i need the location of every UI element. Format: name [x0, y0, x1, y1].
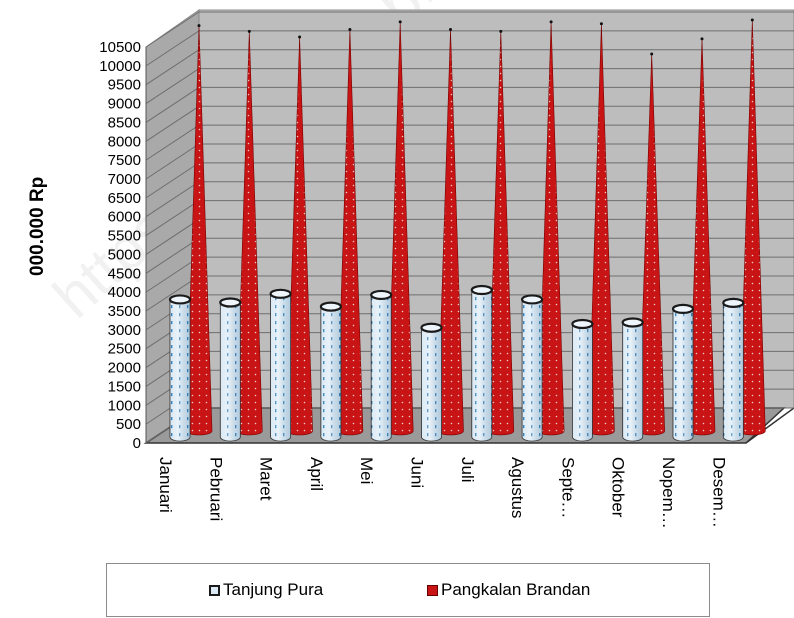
- bar-tanjung-pura: [671, 303, 695, 442]
- bar-tanjung-pura: [168, 294, 192, 442]
- x-tick-labels: Januari Pebruari Maret April Mei Juni Juli Agus…: [156, 457, 728, 529]
- x-tick-label: Septe…: [558, 457, 577, 518]
- y-tick-label: 8500: [108, 114, 141, 131]
- y-tick-label: 10500: [99, 39, 141, 56]
- y-tick-label: 4500: [108, 265, 141, 282]
- y-tick-label: 7500: [108, 152, 141, 169]
- y-tick-label: 9000: [108, 96, 141, 113]
- x-tick-label: Pebruari: [206, 457, 225, 521]
- x-tick-label: Agustus: [508, 457, 527, 518]
- bars: [168, 18, 766, 442]
- x-tick-label: Oktober: [609, 457, 628, 518]
- y-tick-label: 8000: [108, 133, 141, 150]
- floor-edge: [745, 407, 794, 444]
- x-tick-label: Juni: [408, 457, 427, 488]
- y-tick-label: 5000: [108, 246, 141, 263]
- bar-tanjung-pura: [571, 318, 594, 442]
- y-tick-label: 2500: [108, 341, 141, 358]
- x-tick-label: Juli: [458, 457, 477, 483]
- legend-label-tanjung-pura: Tanjung Pura: [223, 580, 324, 599]
- legend-label-pangkalan-brandan: Pangkalan Brandan: [441, 580, 591, 599]
- legend-item-tanjung-pura: Tanjung Pura: [209, 580, 323, 600]
- x-tick-label: Mei: [357, 457, 376, 484]
- y-tick-label: 3000: [108, 322, 141, 339]
- bar-tanjung-pura: [420, 322, 443, 442]
- legend-swatch-tanjung-pura: [209, 584, 220, 596]
- y-axis-title: 000.000 Rp: [27, 176, 48, 276]
- y-tick-label: 6500: [108, 190, 141, 207]
- legend: Tanjung Pura Pangkalan Brandan: [106, 563, 710, 617]
- y-tick-label: 10000: [99, 58, 141, 75]
- y-tick-label: 1000: [108, 397, 141, 414]
- bar-tanjung-pura: [370, 289, 393, 442]
- y-tick-label: 500: [116, 416, 141, 433]
- x-tick-label: Desem…: [709, 457, 728, 528]
- bar-tanjung-pura: [621, 317, 644, 442]
- x-tick-label: Januari: [156, 457, 175, 513]
- bar-tanjung-pura: [520, 294, 544, 442]
- y-tick-label: 5500: [108, 228, 141, 245]
- y-tick-label: 1500: [108, 378, 141, 395]
- y-tick-label: 2000: [108, 360, 141, 377]
- bar-tanjung-pura: [470, 284, 493, 442]
- bar-tanjung-pura: [319, 301, 342, 442]
- y-tick-label: 6000: [108, 209, 141, 226]
- bar-tanjung-pura: [269, 288, 292, 442]
- legend-swatch-pangkalan-brandan: [427, 584, 438, 596]
- y-tick-label: 7000: [108, 171, 141, 188]
- x-tick-label: Maret: [257, 457, 276, 501]
- gridline: [145, 11, 794, 48]
- x-tick-label: April: [307, 457, 326, 491]
- x-tick-label: Nopem…: [659, 457, 678, 529]
- y-tick-label: 3500: [108, 303, 141, 320]
- bar-tanjung-pura: [219, 297, 242, 442]
- y-tick-label: 0: [133, 435, 141, 452]
- y-tick-label: 9500: [108, 77, 141, 94]
- bar-tanjung-pura: [722, 297, 745, 442]
- y-tick-label: 4000: [108, 284, 141, 301]
- legend-item-pangkalan-brandan: Pangkalan Brandan: [427, 580, 590, 600]
